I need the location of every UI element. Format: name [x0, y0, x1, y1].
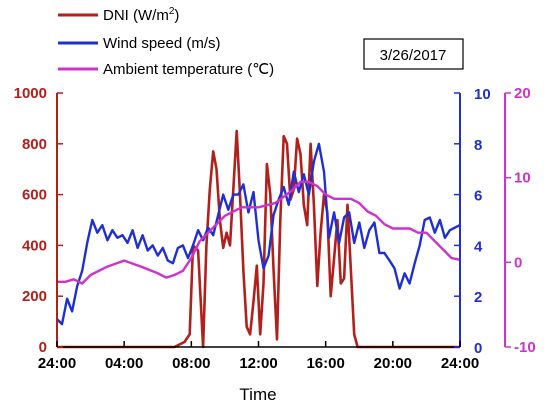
x-tick-label: 16:00	[306, 355, 344, 372]
legend-label-dni-sup: 2	[169, 6, 175, 17]
left-tick-label: 800	[22, 136, 47, 153]
left-tick-label: 1000	[14, 85, 47, 102]
x-tick-label: 24:00	[441, 355, 479, 372]
right2-tick-label: 20	[514, 85, 531, 102]
right-tick-label: 0	[474, 340, 482, 357]
date-label: 3/26/2017	[380, 47, 447, 64]
x-axis-label: Time	[239, 385, 276, 404]
left-tick-label: 400	[22, 237, 47, 254]
legend: DNI (W/m2) Wind speed (m/s) Ambient temp…	[58, 6, 274, 78]
x-tick-label: 04:00	[105, 355, 143, 372]
right-tick-label: 8	[474, 137, 482, 154]
right-tick-label: 6	[474, 188, 482, 205]
x-tick-label: 08:00	[172, 355, 210, 372]
series-line-temp	[57, 180, 461, 285]
right-tick-label: 4	[474, 238, 483, 255]
right2-tick-label: 0	[514, 254, 522, 271]
x-tick-label: 20:00	[374, 355, 412, 372]
x-tick-label: 24:00	[38, 355, 76, 372]
series-line-wind	[56, 142, 461, 326]
x-tick-label: 12:00	[239, 355, 277, 372]
legend-label-wind: Wind speed (m/s)	[103, 35, 221, 52]
date-box-frame	[363, 38, 464, 70]
plot-area	[56, 129, 461, 349]
legend-label-dni: DNI (W/m2)	[103, 6, 179, 24]
right2-tick-label: -10	[514, 339, 536, 356]
right-tick-label: 2	[474, 289, 482, 306]
legend-label-dni-main: DNI (W/m	[103, 7, 169, 24]
left-tick-label: 0	[39, 339, 47, 356]
left-tick-label: 200	[22, 288, 47, 305]
axes: 0 200 400 600 800 1000 0 2 4 6 8 10 -10 0 10 20 24:00 04:…	[14, 85, 536, 372]
date-box: 3/26/2017	[363, 38, 464, 70]
right-tick-label: 10	[474, 86, 491, 103]
left-tick-label: 600	[22, 187, 47, 204]
legend-label-dni-tail: )	[174, 7, 179, 24]
legend-label-temp: Ambient temperature (℃)	[103, 61, 274, 78]
right2-tick-label: 10	[514, 170, 531, 187]
